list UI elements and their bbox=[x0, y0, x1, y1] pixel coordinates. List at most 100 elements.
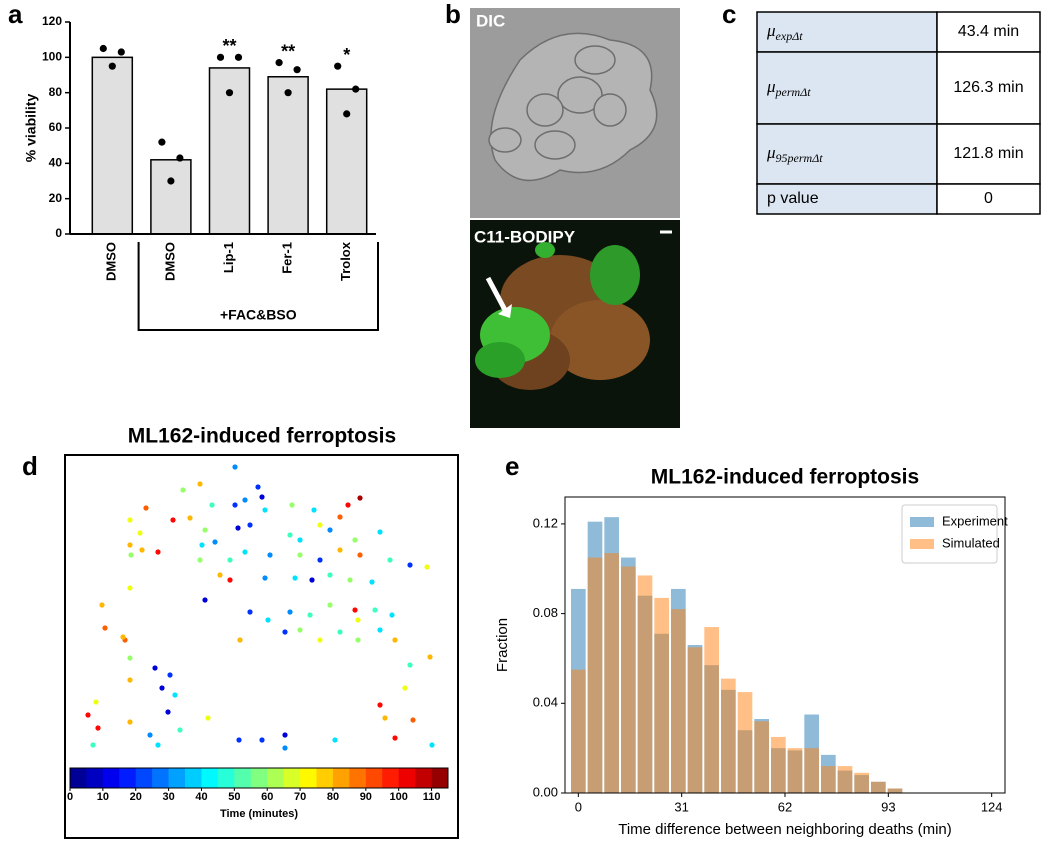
colorbar-segment bbox=[332, 768, 350, 788]
colorbar-tick-label: 90 bbox=[360, 791, 372, 803]
colorbar-segment bbox=[234, 768, 252, 788]
value-cell bbox=[936, 123, 1041, 185]
row-value: 126.3 min bbox=[953, 79, 1023, 96]
data-point bbox=[275, 59, 283, 67]
data-point bbox=[99, 44, 107, 53]
dic-cells bbox=[488, 32, 658, 182]
death-event bbox=[292, 575, 298, 581]
death-event bbox=[377, 702, 383, 708]
death-event bbox=[317, 557, 323, 563]
x-axis-label: Time difference between neighboring deat… bbox=[618, 821, 952, 838]
symbol: μ bbox=[766, 21, 776, 40]
death-event bbox=[127, 655, 133, 661]
colorbar-segment bbox=[217, 768, 235, 788]
colorbar-segment bbox=[349, 768, 367, 788]
data-point bbox=[117, 48, 125, 56]
data-point bbox=[176, 154, 184, 162]
death-event bbox=[282, 745, 288, 751]
death-event bbox=[297, 537, 303, 543]
death-event bbox=[352, 607, 358, 613]
death-event bbox=[242, 549, 248, 555]
histogram-bar bbox=[721, 678, 736, 793]
value-cell bbox=[936, 51, 1041, 125]
death-event bbox=[357, 552, 363, 558]
image-label: C11-BODIPY bbox=[474, 227, 576, 246]
death-event bbox=[242, 497, 248, 503]
colorbar-tick-label: 0 bbox=[67, 791, 73, 803]
colorbar-segment bbox=[250, 768, 268, 788]
death-event bbox=[267, 552, 273, 558]
death-event bbox=[262, 507, 268, 513]
subscript: 95permΔt bbox=[776, 151, 824, 165]
colorbar-frame bbox=[69, 767, 449, 789]
y-tick-label: 0.04 bbox=[533, 695, 558, 710]
death-event bbox=[120, 634, 126, 640]
colorbar-segment bbox=[382, 768, 399, 788]
death-event bbox=[369, 579, 375, 585]
histogram-bar bbox=[837, 766, 853, 793]
y-tick-label: 40 bbox=[49, 156, 63, 170]
colorbar-tick-label: 10 bbox=[97, 791, 109, 803]
death-event bbox=[347, 577, 353, 583]
death-event bbox=[199, 542, 205, 548]
data-point bbox=[167, 177, 175, 185]
significance: * bbox=[343, 45, 350, 65]
death-event bbox=[372, 607, 378, 613]
death-event bbox=[99, 602, 105, 608]
death-event bbox=[127, 677, 133, 683]
death-event bbox=[337, 629, 343, 635]
panel-label: e bbox=[505, 451, 519, 481]
death-event bbox=[227, 577, 233, 583]
colorbar-tick-label: 60 bbox=[261, 791, 273, 803]
data-point bbox=[334, 62, 342, 70]
y-tick-label: 0.12 bbox=[533, 515, 558, 530]
death-event bbox=[327, 572, 333, 578]
x-tick-label: Trolox bbox=[338, 241, 353, 281]
death-event bbox=[235, 525, 241, 531]
x-tick-label: Lip-1 bbox=[221, 242, 236, 273]
death-event bbox=[159, 685, 165, 691]
death-event bbox=[128, 552, 134, 558]
death-event bbox=[102, 625, 108, 631]
colorbar-tick-label: 30 bbox=[162, 791, 174, 803]
death-event bbox=[352, 537, 358, 543]
colorbar-segment bbox=[431, 768, 449, 788]
death-event bbox=[90, 742, 96, 748]
death-event bbox=[407, 562, 413, 568]
x-tick-label: 0 bbox=[575, 799, 582, 814]
death-event bbox=[137, 530, 143, 536]
death-event bbox=[187, 515, 193, 521]
death-event bbox=[289, 502, 295, 508]
histogram-bar bbox=[871, 781, 886, 793]
data-point bbox=[293, 66, 301, 74]
colorbar-segment bbox=[283, 768, 301, 788]
row-value: 121.8 min bbox=[953, 145, 1023, 162]
row-value: 43.4 min bbox=[958, 23, 1019, 40]
death-event bbox=[355, 637, 361, 643]
death-event bbox=[382, 715, 388, 721]
colorbar-segment bbox=[119, 768, 137, 788]
death-event bbox=[212, 539, 218, 545]
histogram-bar bbox=[771, 736, 786, 793]
colorbar-label: Time (minutes) bbox=[220, 808, 298, 820]
micrographs bbox=[470, 8, 680, 428]
x-tick-label: DMSO bbox=[162, 242, 177, 281]
colorbar-segment bbox=[135, 768, 153, 788]
death-event bbox=[217, 572, 223, 578]
legend-label: Simulated bbox=[942, 535, 1000, 550]
histogram-bar bbox=[821, 766, 836, 793]
bar bbox=[150, 159, 192, 235]
death-event bbox=[197, 557, 203, 563]
colorbar-segment bbox=[300, 768, 317, 788]
y-tick-label: 0 bbox=[55, 226, 62, 240]
death-event bbox=[155, 549, 161, 555]
death-event bbox=[317, 522, 323, 528]
data-point bbox=[234, 53, 243, 61]
death-event bbox=[202, 527, 208, 533]
colorbar-tick-label: 40 bbox=[195, 791, 207, 803]
death-event bbox=[127, 719, 133, 725]
death-event bbox=[265, 617, 271, 623]
significance: ** bbox=[281, 41, 295, 61]
